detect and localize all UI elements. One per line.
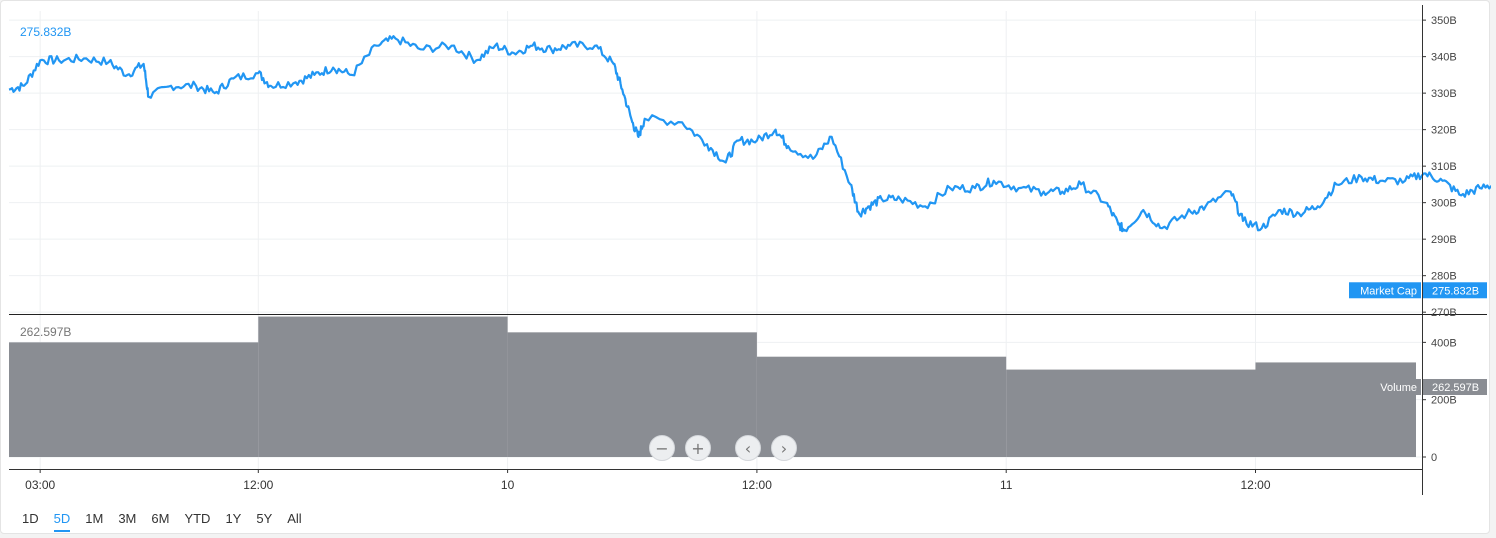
volume-bar-2 [258,316,508,457]
x-tick-label: 12:00 [742,478,772,492]
volume-tag-value-bg [1423,379,1487,395]
volume-tag-name-bg [1371,379,1421,395]
volume-legend-value: 262.597B [20,325,71,339]
market-cap-tag-name: Market Cap [1360,285,1417,297]
price-y-tick-label: 350B [1431,15,1457,27]
range-selector: 1D 5D 1M 3M 6M YTD 1Y 5Y All [17,507,312,532]
market-cap-tag-name-bg [1349,282,1421,299]
range-1m-button[interactable]: 1M [80,507,108,529]
x-tick-label: 11 [1000,478,1013,492]
x-tick-label: 12:00 [1240,478,1270,492]
zoom-out-button[interactable]: − [649,435,675,461]
scroll-left-button[interactable]: ‹ [735,435,761,461]
volume-bar-4 [756,356,1007,457]
market-cap-line [8,35,1491,233]
volume-y-tick-label: 400B [1431,337,1457,349]
volume-tag-value: 262.597B [1432,382,1479,394]
volume-bar-6 [1255,362,1416,457]
price-y-tick-label: 310B [1431,161,1457,173]
range-6m-button[interactable]: 6M [146,507,174,529]
volume-y-tick-label: 200B [1431,395,1457,407]
range-1d-button[interactable]: 1D [17,507,44,529]
range-5y-button[interactable]: 5Y [251,507,277,529]
market-cap-tag-value: 275.832B [1432,285,1479,297]
price-y-tick-label: 290B [1431,234,1457,246]
price-y-tick-label: 320B [1431,125,1457,137]
range-5d-button[interactable]: 5D [49,507,76,532]
range-all-button[interactable]: All [282,507,306,529]
volume-bar-5 [1006,369,1256,457]
market-cap-tag-value-bg [1423,282,1487,299]
price-y-tick-label: 340B [1431,52,1457,64]
scroll-right-button[interactable]: › [771,435,797,461]
price-y-tick-label: 270B [1431,307,1457,319]
volume-tag-name: Volume [1380,382,1417,394]
price-y-tick-label: 330B [1431,88,1457,100]
price-y-tick-label: 280B [1431,271,1457,283]
volume-y-tick-label: 0 [1431,452,1437,464]
volume-bar-1 [9,342,259,457]
chart-area[interactable]: 350B 340B 330B 320B 310B 300B 290B 280B 270B 400B… [1,1,1491,501]
x-tick-label: 10 [501,478,515,492]
x-tick-label: 03:00 [25,478,55,492]
market-cap-legend-value: 275.832B [20,25,71,39]
volume-bar-3 [507,332,757,457]
price-y-tick-label: 300B [1431,198,1457,210]
x-tick-label: 12:00 [243,478,273,492]
range-ytd-button[interactable]: YTD [179,507,215,529]
range-1y-button[interactable]: 1Y [220,507,246,529]
range-3m-button[interactable]: 3M [113,507,141,529]
zoom-in-button[interactable]: + [685,435,711,461]
